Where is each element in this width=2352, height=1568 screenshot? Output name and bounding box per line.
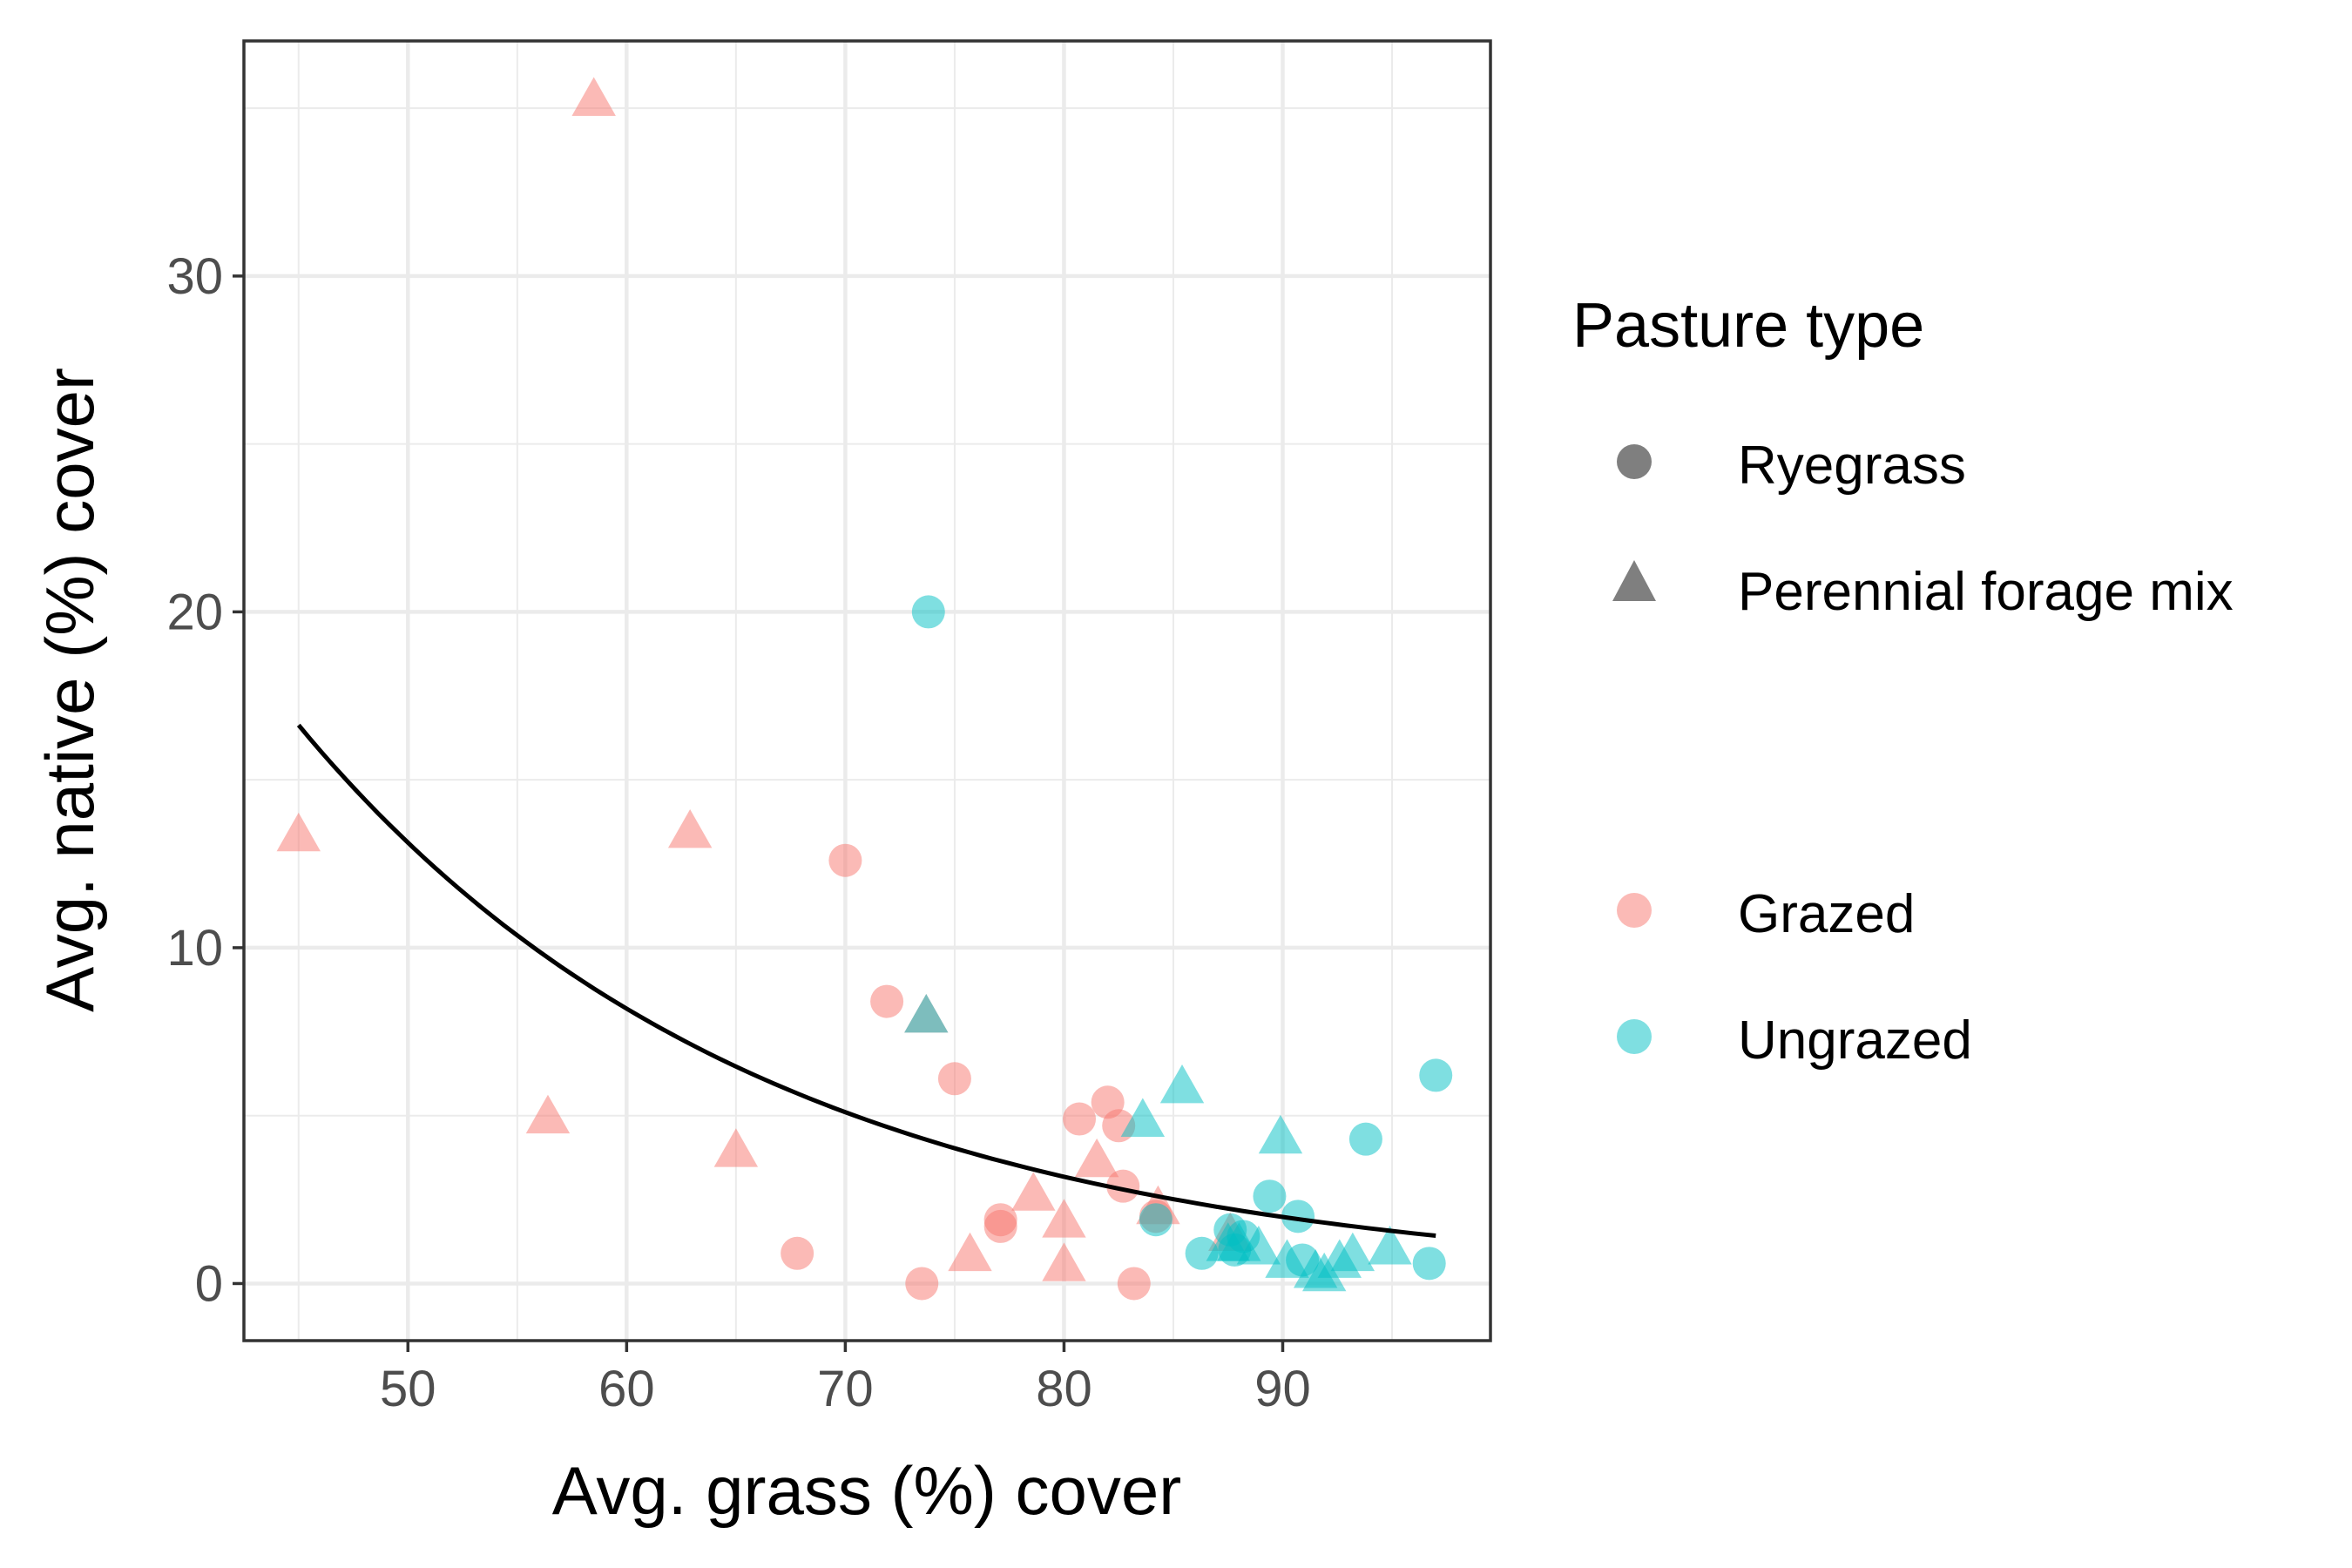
point-grazed-perennial (525, 1094, 571, 1134)
point-ungrazed-perennial (1258, 1114, 1303, 1154)
point-grazed-perennial (667, 808, 713, 848)
point-grazed-ryegrass (781, 1236, 814, 1270)
y-tick-label: 10 (166, 920, 223, 977)
point-ungrazed-ryegrass (1419, 1058, 1453, 1092)
point-ungrazed-perennial (904, 994, 949, 1033)
point-grazed-perennial (1042, 1242, 1086, 1281)
legend-grazed-label: Grazed (1738, 884, 1915, 944)
point-grazed-perennial (713, 1128, 759, 1167)
y-axis-title: Avg. native (%) cover (31, 368, 108, 1012)
legend-ryegrass-key (1617, 444, 1652, 479)
point-ungrazed-perennial (1330, 1232, 1375, 1272)
legend-ungrazed-key (1617, 1019, 1652, 1054)
point-grazed-perennial (1011, 1172, 1056, 1211)
y-tick-label: 30 (166, 248, 223, 305)
point-grazed-perennial (571, 77, 616, 116)
point-ungrazed-perennial (1120, 1098, 1166, 1137)
point-ungrazed-ryegrass (1185, 1236, 1219, 1270)
point-ungrazed-perennial (1236, 1226, 1281, 1265)
point-grazed-ryegrass (1117, 1267, 1151, 1301)
point-ungrazed-ryegrass (1412, 1247, 1446, 1281)
point-grazed-ryegrass (828, 843, 862, 877)
point-ungrazed-ryegrass (1139, 1203, 1173, 1237)
axis-ticks: 50 60 70 80 90 0 10 20 30 (166, 248, 1310, 1417)
fit-curve (296, 723, 1436, 1238)
legend-ryegrass-label: Ryegrass (1738, 436, 1966, 496)
data-points (276, 77, 1453, 1301)
x-tick-label: 50 (380, 1361, 436, 1417)
legend-perennial-key (1612, 560, 1656, 601)
x-axis-title: Avg. grass (%) cover (552, 1452, 1181, 1529)
x-tick-label: 60 (598, 1361, 655, 1417)
legend: Pasture type Ryegrass Perennial forage m… (1572, 291, 2234, 1071)
point-ungrazed-ryegrass (1281, 1200, 1315, 1233)
legend-ungrazed-label: Ungrazed (1738, 1010, 1972, 1071)
point-ungrazed-ryegrass (1348, 1122, 1382, 1156)
point-grazed-perennial (948, 1232, 992, 1272)
y-tick-label: 20 (166, 584, 223, 640)
point-grazed-ryegrass (870, 984, 904, 1018)
point-grazed-ryegrass (1063, 1102, 1097, 1136)
x-tick-label: 70 (817, 1361, 874, 1417)
point-ungrazed-perennial (1368, 1226, 1412, 1265)
point-ungrazed-perennial (1265, 1239, 1309, 1278)
legend-title: Pasture type (1572, 291, 1924, 361)
point-grazed-ryegrass (1106, 1169, 1140, 1203)
point-grazed-ryegrass (905, 1267, 939, 1301)
point-ungrazed-perennial (1159, 1064, 1205, 1104)
major-gridlines (244, 41, 1490, 1341)
point-grazed-perennial (1042, 1199, 1086, 1238)
point-grazed-ryegrass (983, 1209, 1017, 1243)
x-tick-label: 80 (1036, 1361, 1092, 1417)
x-tick-label: 90 (1254, 1361, 1311, 1417)
point-grazed-perennial (1074, 1138, 1119, 1178)
legend-grazed-key (1617, 893, 1652, 928)
point-grazed-ryegrass (937, 1062, 971, 1096)
y-tick-label: 0 (195, 1255, 223, 1312)
legend-perennial-label: Perennial forage mix (1738, 562, 2234, 622)
point-ungrazed-ryegrass (1253, 1179, 1287, 1213)
point-grazed-perennial (276, 812, 321, 852)
point-ungrazed-ryegrass (911, 595, 945, 629)
plot-panel-border (242, 39, 1492, 1342)
